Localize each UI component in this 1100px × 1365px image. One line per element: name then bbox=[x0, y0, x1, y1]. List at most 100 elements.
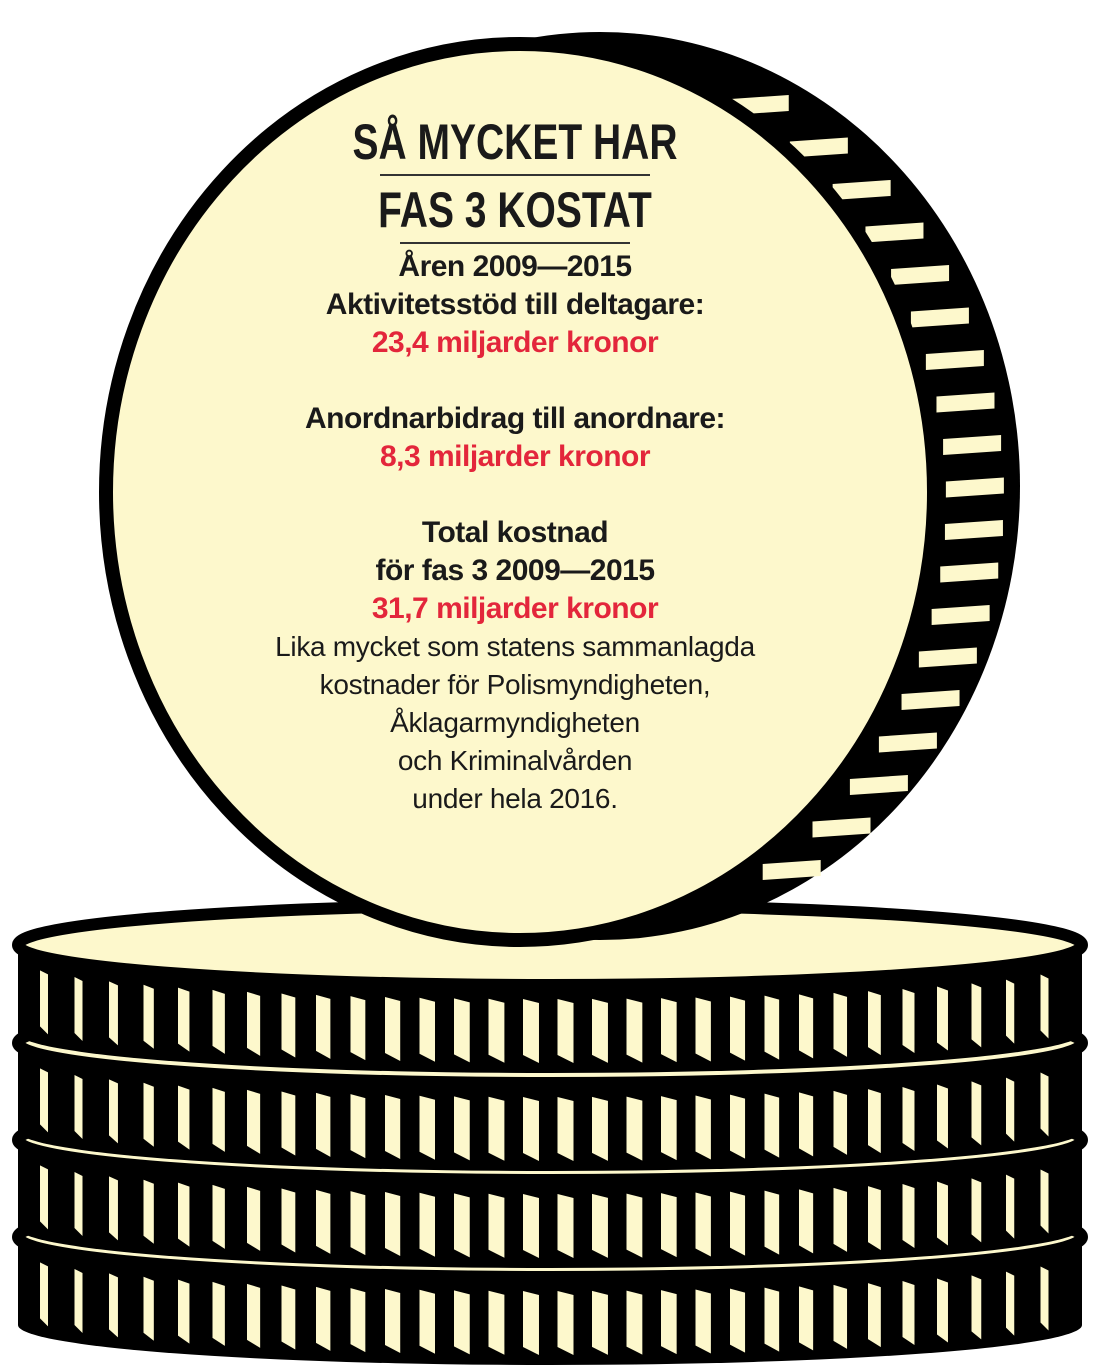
coin-ridge bbox=[454, 1290, 470, 1355]
coin-ridge bbox=[592, 998, 608, 1063]
coin-ridge bbox=[109, 1079, 118, 1144]
coin-ridge bbox=[281, 993, 296, 1058]
coin-ridge bbox=[849, 775, 908, 795]
coin-ridge bbox=[212, 1281, 225, 1346]
coin-ridge bbox=[592, 1096, 608, 1161]
coin-ridge bbox=[316, 994, 331, 1059]
coin-ridge bbox=[557, 1193, 574, 1258]
coin-ridge bbox=[143, 1179, 154, 1244]
coin-ridge bbox=[945, 477, 1004, 498]
coin-ridge bbox=[865, 222, 924, 243]
coin-ridge bbox=[281, 1285, 296, 1350]
coin-ridge bbox=[350, 1288, 366, 1353]
comparison-line: kostnader för Polismyndigheten, bbox=[319, 669, 711, 700]
coin-ridge bbox=[799, 1092, 814, 1157]
coin-ridge bbox=[385, 1289, 401, 1354]
coin-ridge bbox=[626, 1290, 643, 1355]
coin-ridge bbox=[695, 1095, 711, 1160]
coin-ridge bbox=[901, 690, 960, 710]
coin-ridge bbox=[109, 1176, 118, 1241]
coin-ridge bbox=[925, 350, 984, 370]
coin-ridge bbox=[940, 562, 999, 583]
coin-ridge bbox=[891, 265, 950, 285]
coin-ridge bbox=[971, 1081, 982, 1146]
title-line-1: SÅ MYCKET HAR bbox=[352, 114, 678, 170]
coin-ridge bbox=[833, 1187, 848, 1252]
coin-ridge bbox=[212, 1087, 225, 1152]
coin-ridge bbox=[661, 998, 677, 1063]
coin-ridge bbox=[1040, 1266, 1049, 1331]
coin-ridge bbox=[936, 392, 995, 413]
coin-ridge bbox=[1040, 974, 1049, 1039]
coin-ridge bbox=[592, 1290, 608, 1355]
coin-ridge bbox=[523, 1193, 539, 1258]
coin-ridge bbox=[419, 1289, 436, 1354]
coin-ridge bbox=[931, 605, 990, 625]
total-value: 31,7 miljarder kronor bbox=[371, 592, 659, 625]
title-divider bbox=[380, 174, 650, 176]
coin-ridge bbox=[661, 1290, 677, 1355]
standing-coin-face bbox=[99, 37, 941, 947]
coin-ridge bbox=[488, 1096, 505, 1161]
comparison-line: Lika mycket som statens sammanlagda bbox=[275, 631, 755, 662]
coin-ridge bbox=[764, 995, 780, 1060]
coin-ridge bbox=[868, 991, 881, 1056]
coin-ridge bbox=[833, 992, 848, 1057]
coin-ridge bbox=[1006, 1174, 1015, 1239]
coin-ridge bbox=[350, 1094, 366, 1159]
coin-ridge bbox=[178, 987, 190, 1052]
coin-ridge bbox=[212, 1184, 225, 1249]
coin-ridge bbox=[695, 997, 711, 1062]
coin-ridge bbox=[40, 1165, 48, 1230]
coin-ridge bbox=[764, 1287, 780, 1352]
coin-ridge bbox=[385, 1192, 401, 1257]
coin-ridge bbox=[833, 1284, 848, 1349]
coin-ridge bbox=[937, 1084, 948, 1149]
coin-ridge bbox=[523, 1096, 539, 1161]
coin-ridge bbox=[868, 1089, 881, 1154]
coin-ridge bbox=[109, 1273, 118, 1338]
comparison-line: och Kriminalvården bbox=[397, 745, 633, 776]
coin-ridge bbox=[918, 647, 977, 668]
coin-ridge bbox=[247, 1186, 261, 1251]
coin-ridge bbox=[143, 1082, 154, 1147]
coin-ridge bbox=[661, 1096, 677, 1161]
coin-ridge bbox=[40, 1262, 48, 1327]
coin-ridge bbox=[764, 1190, 780, 1255]
coin-ridge bbox=[902, 988, 915, 1053]
item-value: 8,3 miljarder kronor bbox=[379, 440, 651, 473]
coin-ridge bbox=[868, 1283, 881, 1348]
coin-ridge bbox=[143, 1276, 154, 1341]
item-label: Anordnarbidrag till anordnare: bbox=[304, 402, 726, 435]
coin-ridge bbox=[730, 1094, 746, 1159]
coin-ridge bbox=[833, 1090, 848, 1155]
coin-ridge bbox=[944, 520, 1003, 540]
coin-ridge bbox=[789, 137, 848, 158]
coin-ridge bbox=[454, 998, 470, 1063]
coin-ridge bbox=[74, 976, 83, 1041]
coin-ridge bbox=[385, 1095, 401, 1160]
coin-ridge bbox=[730, 1191, 746, 1256]
coin-ridge bbox=[488, 998, 505, 1063]
coin-ridge bbox=[212, 989, 225, 1054]
coin-ridge bbox=[74, 1171, 83, 1236]
coin-ridge bbox=[910, 307, 969, 328]
coin-ridge bbox=[878, 732, 937, 753]
coin-ridge bbox=[937, 1278, 948, 1343]
coin-ridge bbox=[1040, 1072, 1049, 1137]
coin-ridge bbox=[40, 970, 48, 1035]
coin-ridge bbox=[385, 997, 401, 1062]
title-line-2: FAS 3 KOSTAT bbox=[378, 182, 652, 238]
coin-ridge bbox=[730, 1288, 746, 1353]
coin-ridge bbox=[661, 1193, 677, 1258]
coin-ridge bbox=[523, 998, 539, 1063]
coin-ridge bbox=[247, 1089, 261, 1154]
coin-ridge bbox=[1006, 1271, 1015, 1336]
item-label: Aktivitetsstöd till deltagare: bbox=[325, 288, 705, 321]
coin-ridge bbox=[454, 1096, 470, 1161]
coin-ridge bbox=[799, 1286, 814, 1351]
coin-ridge bbox=[730, 996, 746, 1061]
coin-ridge bbox=[419, 1192, 436, 1257]
coin-ridge bbox=[902, 1183, 915, 1248]
